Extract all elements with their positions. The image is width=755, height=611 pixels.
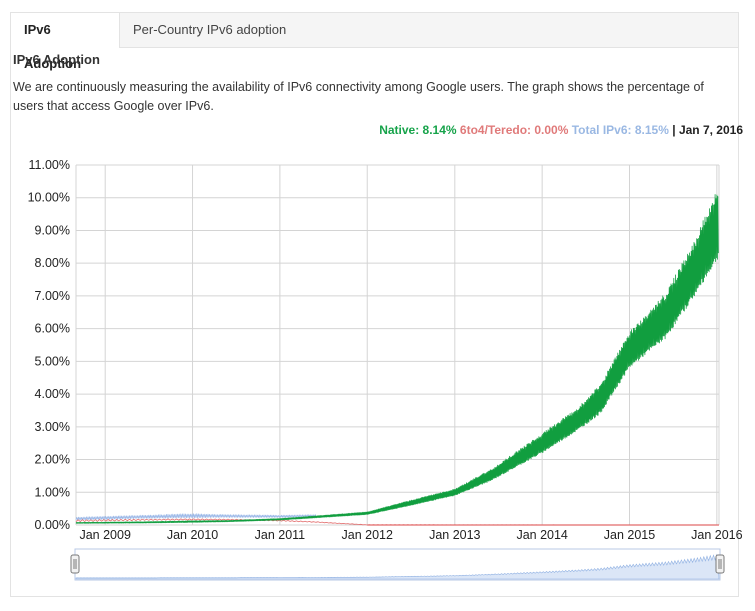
tab-ipv6-adoption[interactable]: IPv6 Adoption <box>11 13 120 71</box>
navigator-series <box>75 553 720 580</box>
y-tick-label: 10.00% <box>28 191 70 205</box>
y-tick-label: 0.00% <box>35 518 70 532</box>
handle-grip <box>715 554 725 574</box>
navigator-handle-left[interactable] <box>70 554 80 574</box>
y-tick-label: 4.00% <box>35 387 70 401</box>
y-tick-label: 5.00% <box>35 354 70 368</box>
navigator-handle-right[interactable] <box>715 554 725 574</box>
y-tick-label: 1.00% <box>35 485 70 499</box>
tab-bar: IPv6 Adoption Per-Country IPv6 adoption <box>11 13 738 71</box>
section-title: IPv6 Adoption <box>13 52 100 67</box>
series-total-ipv6 <box>75 513 317 521</box>
range-navigator[interactable] <box>70 548 725 581</box>
series-layer <box>75 194 719 526</box>
x-tick-label: Jan 2014 <box>516 528 567 542</box>
legend-date: Jan 7, 2016 <box>678 123 743 137</box>
y-tick-label: 2.00% <box>35 453 70 467</box>
legend-total: Total IPv6: 8.15% <box>571 123 669 137</box>
x-tick-label: Jan 2013 <box>429 528 480 542</box>
legend-6to4: 6to4/Teredo: 0.00% <box>459 123 569 137</box>
y-tick-label: 11.00% <box>29 158 70 172</box>
y-tick-label: 8.00% <box>35 256 70 270</box>
legend-native: Native: 8.14% <box>379 123 457 137</box>
legend-separator: | <box>672 123 676 137</box>
series-native <box>75 194 719 524</box>
x-tick-label: Jan 2010 <box>167 528 218 542</box>
grid-layer <box>75 164 720 526</box>
description: We are continuously measuring the availa… <box>13 80 704 113</box>
axis-layer: 0.00% 1.00% 2.00% 3.00% 4.00% 5.00% 6.00% 7.00%… <box>28 158 743 542</box>
x-tick-label: Jan 2009 <box>79 528 130 542</box>
y-tick-label: 9.00% <box>35 223 70 237</box>
x-tick-label: Jan 2012 <box>342 528 393 542</box>
x-tick-label: Jan 2011 <box>255 528 306 542</box>
ipv6-panel: IPv6 Adoption Per-Country IPv6 adoption <box>10 12 739 597</box>
y-tick-label: 3.00% <box>35 420 70 434</box>
x-tick-label: Jan 2015 <box>604 528 655 542</box>
tab-per-country[interactable]: Per-Country IPv6 adoption <box>133 22 287 37</box>
chart-legend: Native: 8.14% 6to4/Teredo: 0.00% Total I… <box>379 123 743 137</box>
y-tick-label: 7.00% <box>35 289 70 303</box>
x-tick-label: Jan 2016 <box>691 528 742 542</box>
handle-grip <box>70 554 80 574</box>
y-tick-label: 6.00% <box>35 322 70 336</box>
